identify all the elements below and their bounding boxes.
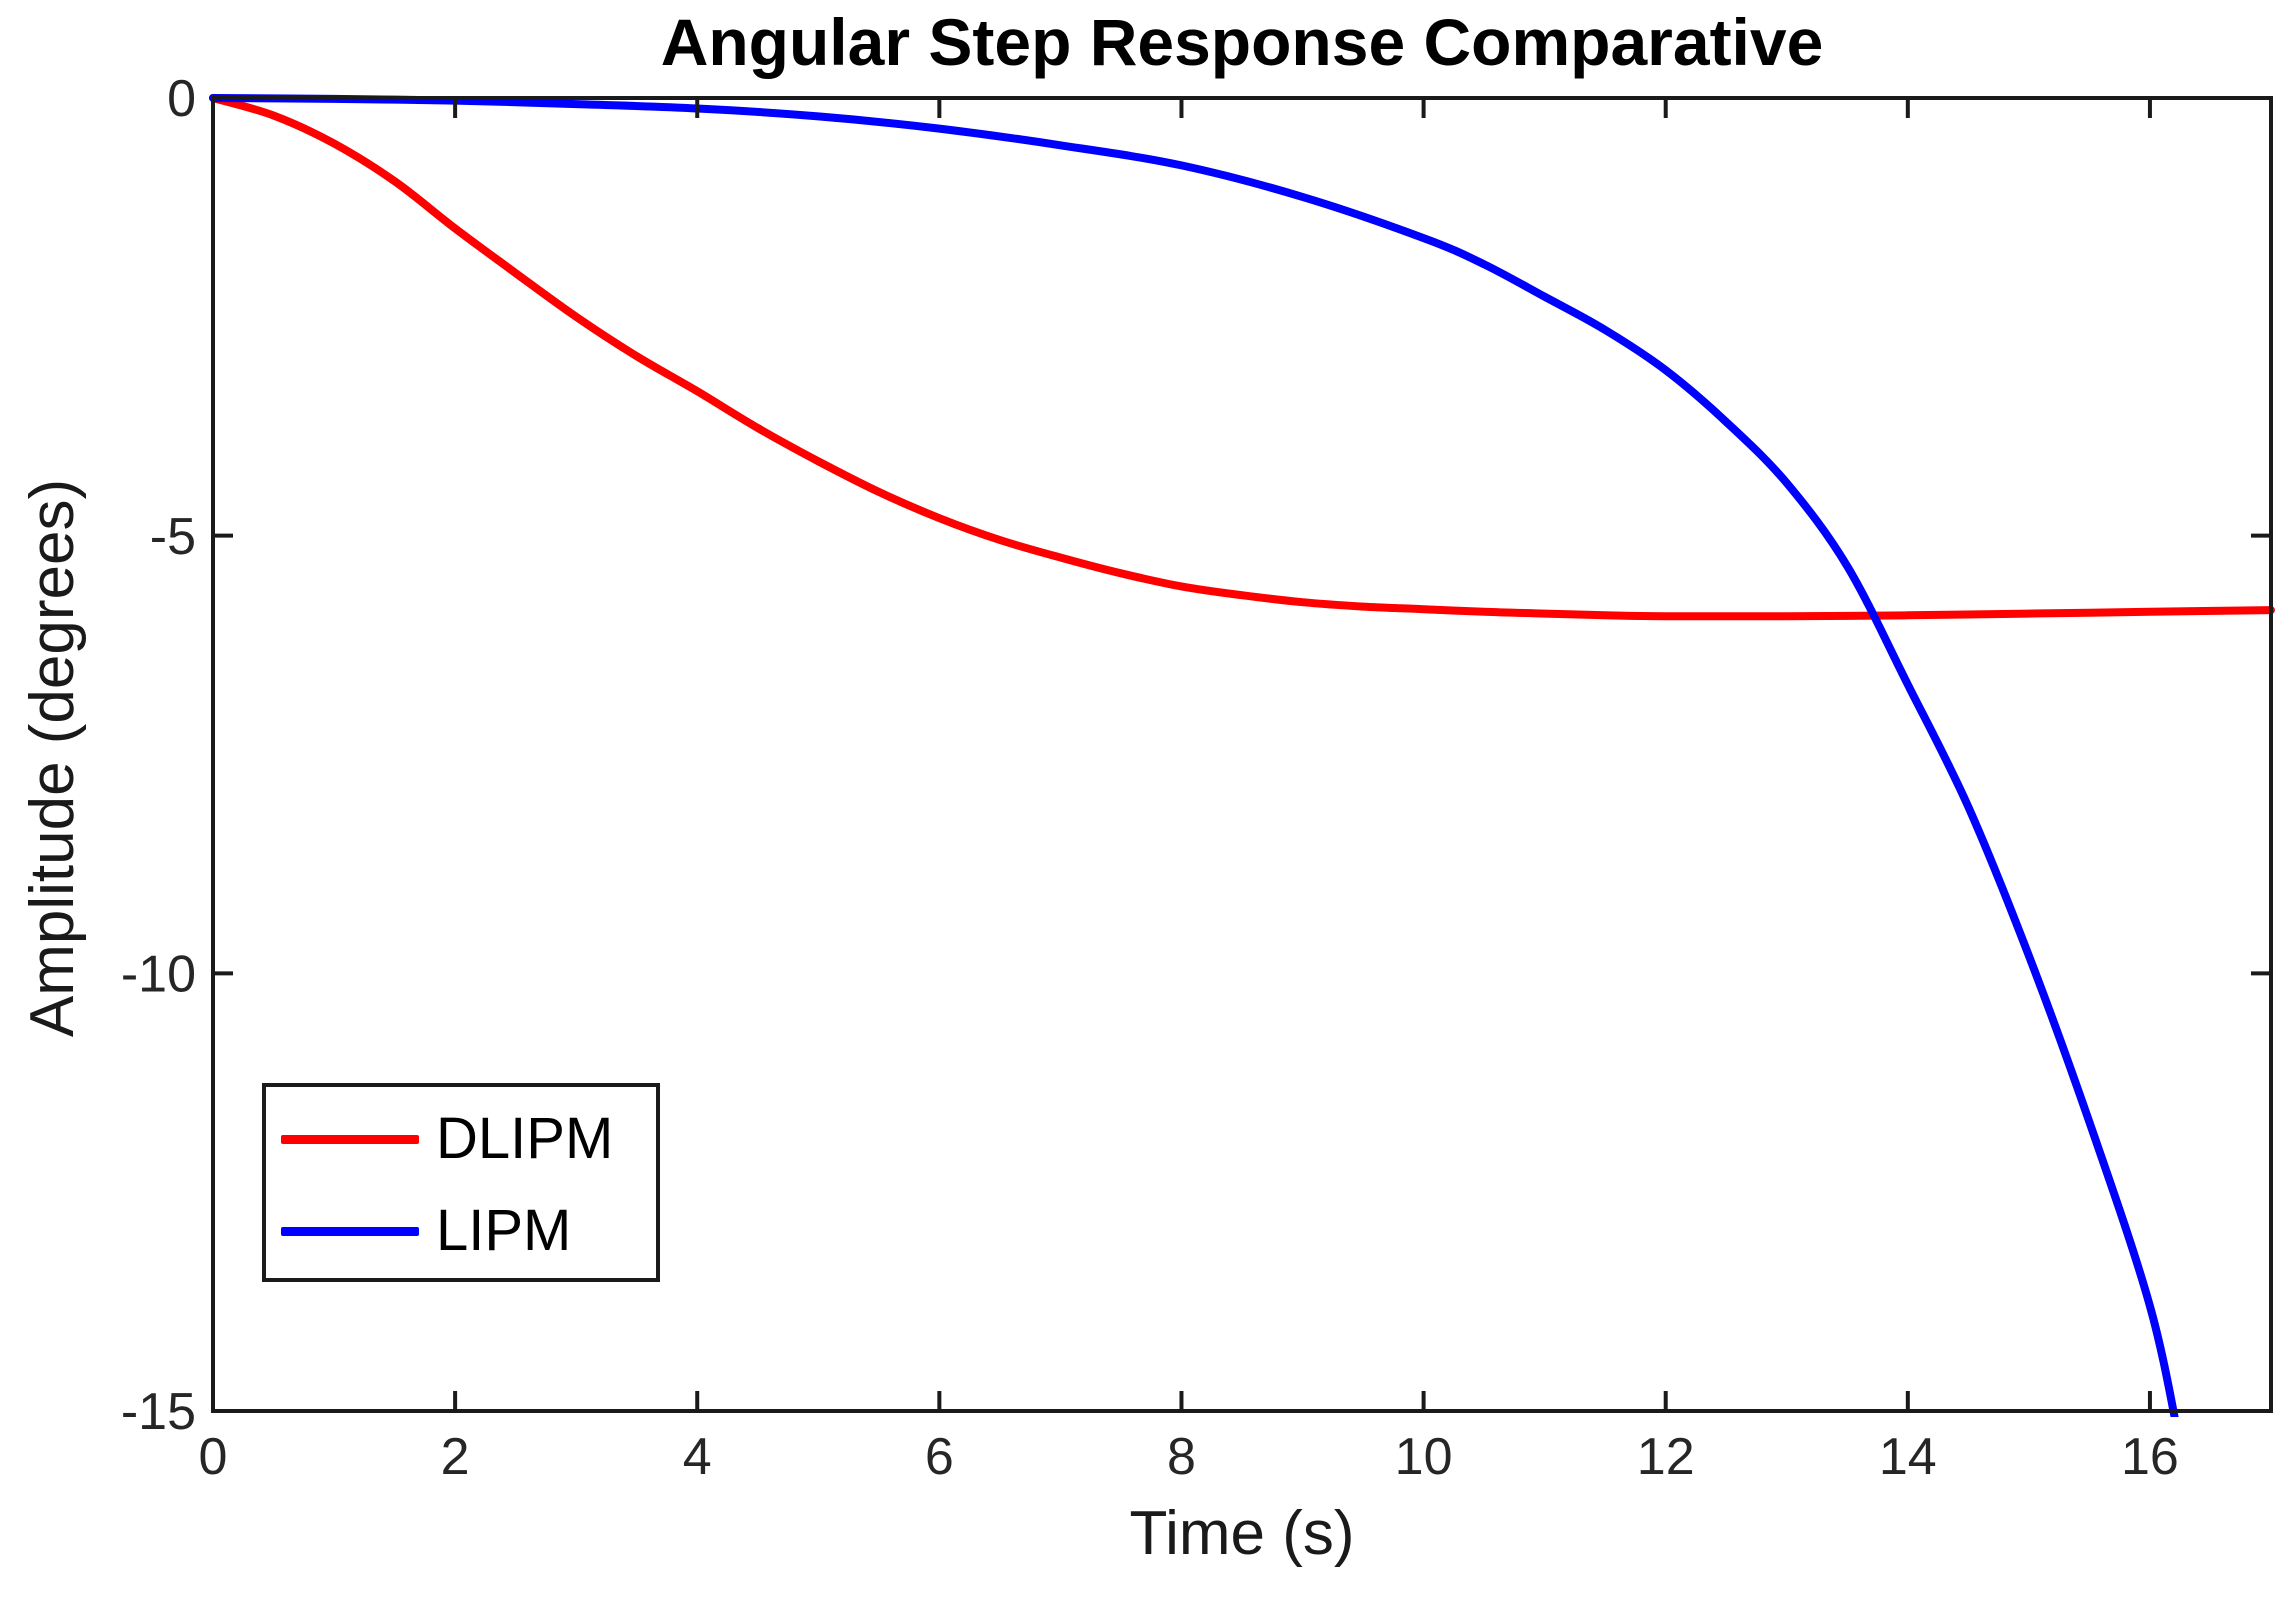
plot-frame	[211, 96, 2273, 1413]
x-tick-label: 16	[2121, 1428, 2179, 1486]
x-tick-label: 12	[1637, 1428, 1695, 1486]
x-tick-label: 0	[199, 1428, 228, 1486]
legend-item-lipm: LIPM	[266, 1185, 656, 1277]
x-tick-label: 8	[1167, 1428, 1196, 1486]
y-axis-label: Amplitude (degrees)	[18, 478, 87, 1038]
x-tick-label: 6	[925, 1428, 954, 1486]
y-tick-label: -5	[150, 508, 196, 566]
legend-item-dlipm: DLIPM	[266, 1093, 656, 1185]
series-lipm-line	[209, 94, 2179, 1417]
y-tick-label: 0	[167, 70, 196, 128]
x-axis-label: Time (s)	[1129, 1499, 1355, 1568]
legend-line-sample-blue	[281, 1226, 419, 1236]
x-tick-label: 10	[1395, 1428, 1453, 1486]
y-tick-label: -15	[121, 1383, 196, 1441]
x-tick-label: 4	[683, 1428, 712, 1486]
chart-title: Angular Step Response Comparative	[660, 5, 1824, 79]
y-tick-label: -10	[121, 946, 196, 1004]
legend-label-dlipm: DLIPM	[436, 1106, 614, 1171]
series-dlipm-line	[209, 94, 2275, 621]
legend-label-lipm: LIPM	[436, 1198, 572, 1263]
x-tick-label: 14	[1879, 1428, 1937, 1486]
legend-line-sample-red	[281, 1134, 419, 1144]
legend: DLIPM LIPM	[262, 1083, 660, 1282]
x-tick-label: 2	[441, 1428, 470, 1486]
